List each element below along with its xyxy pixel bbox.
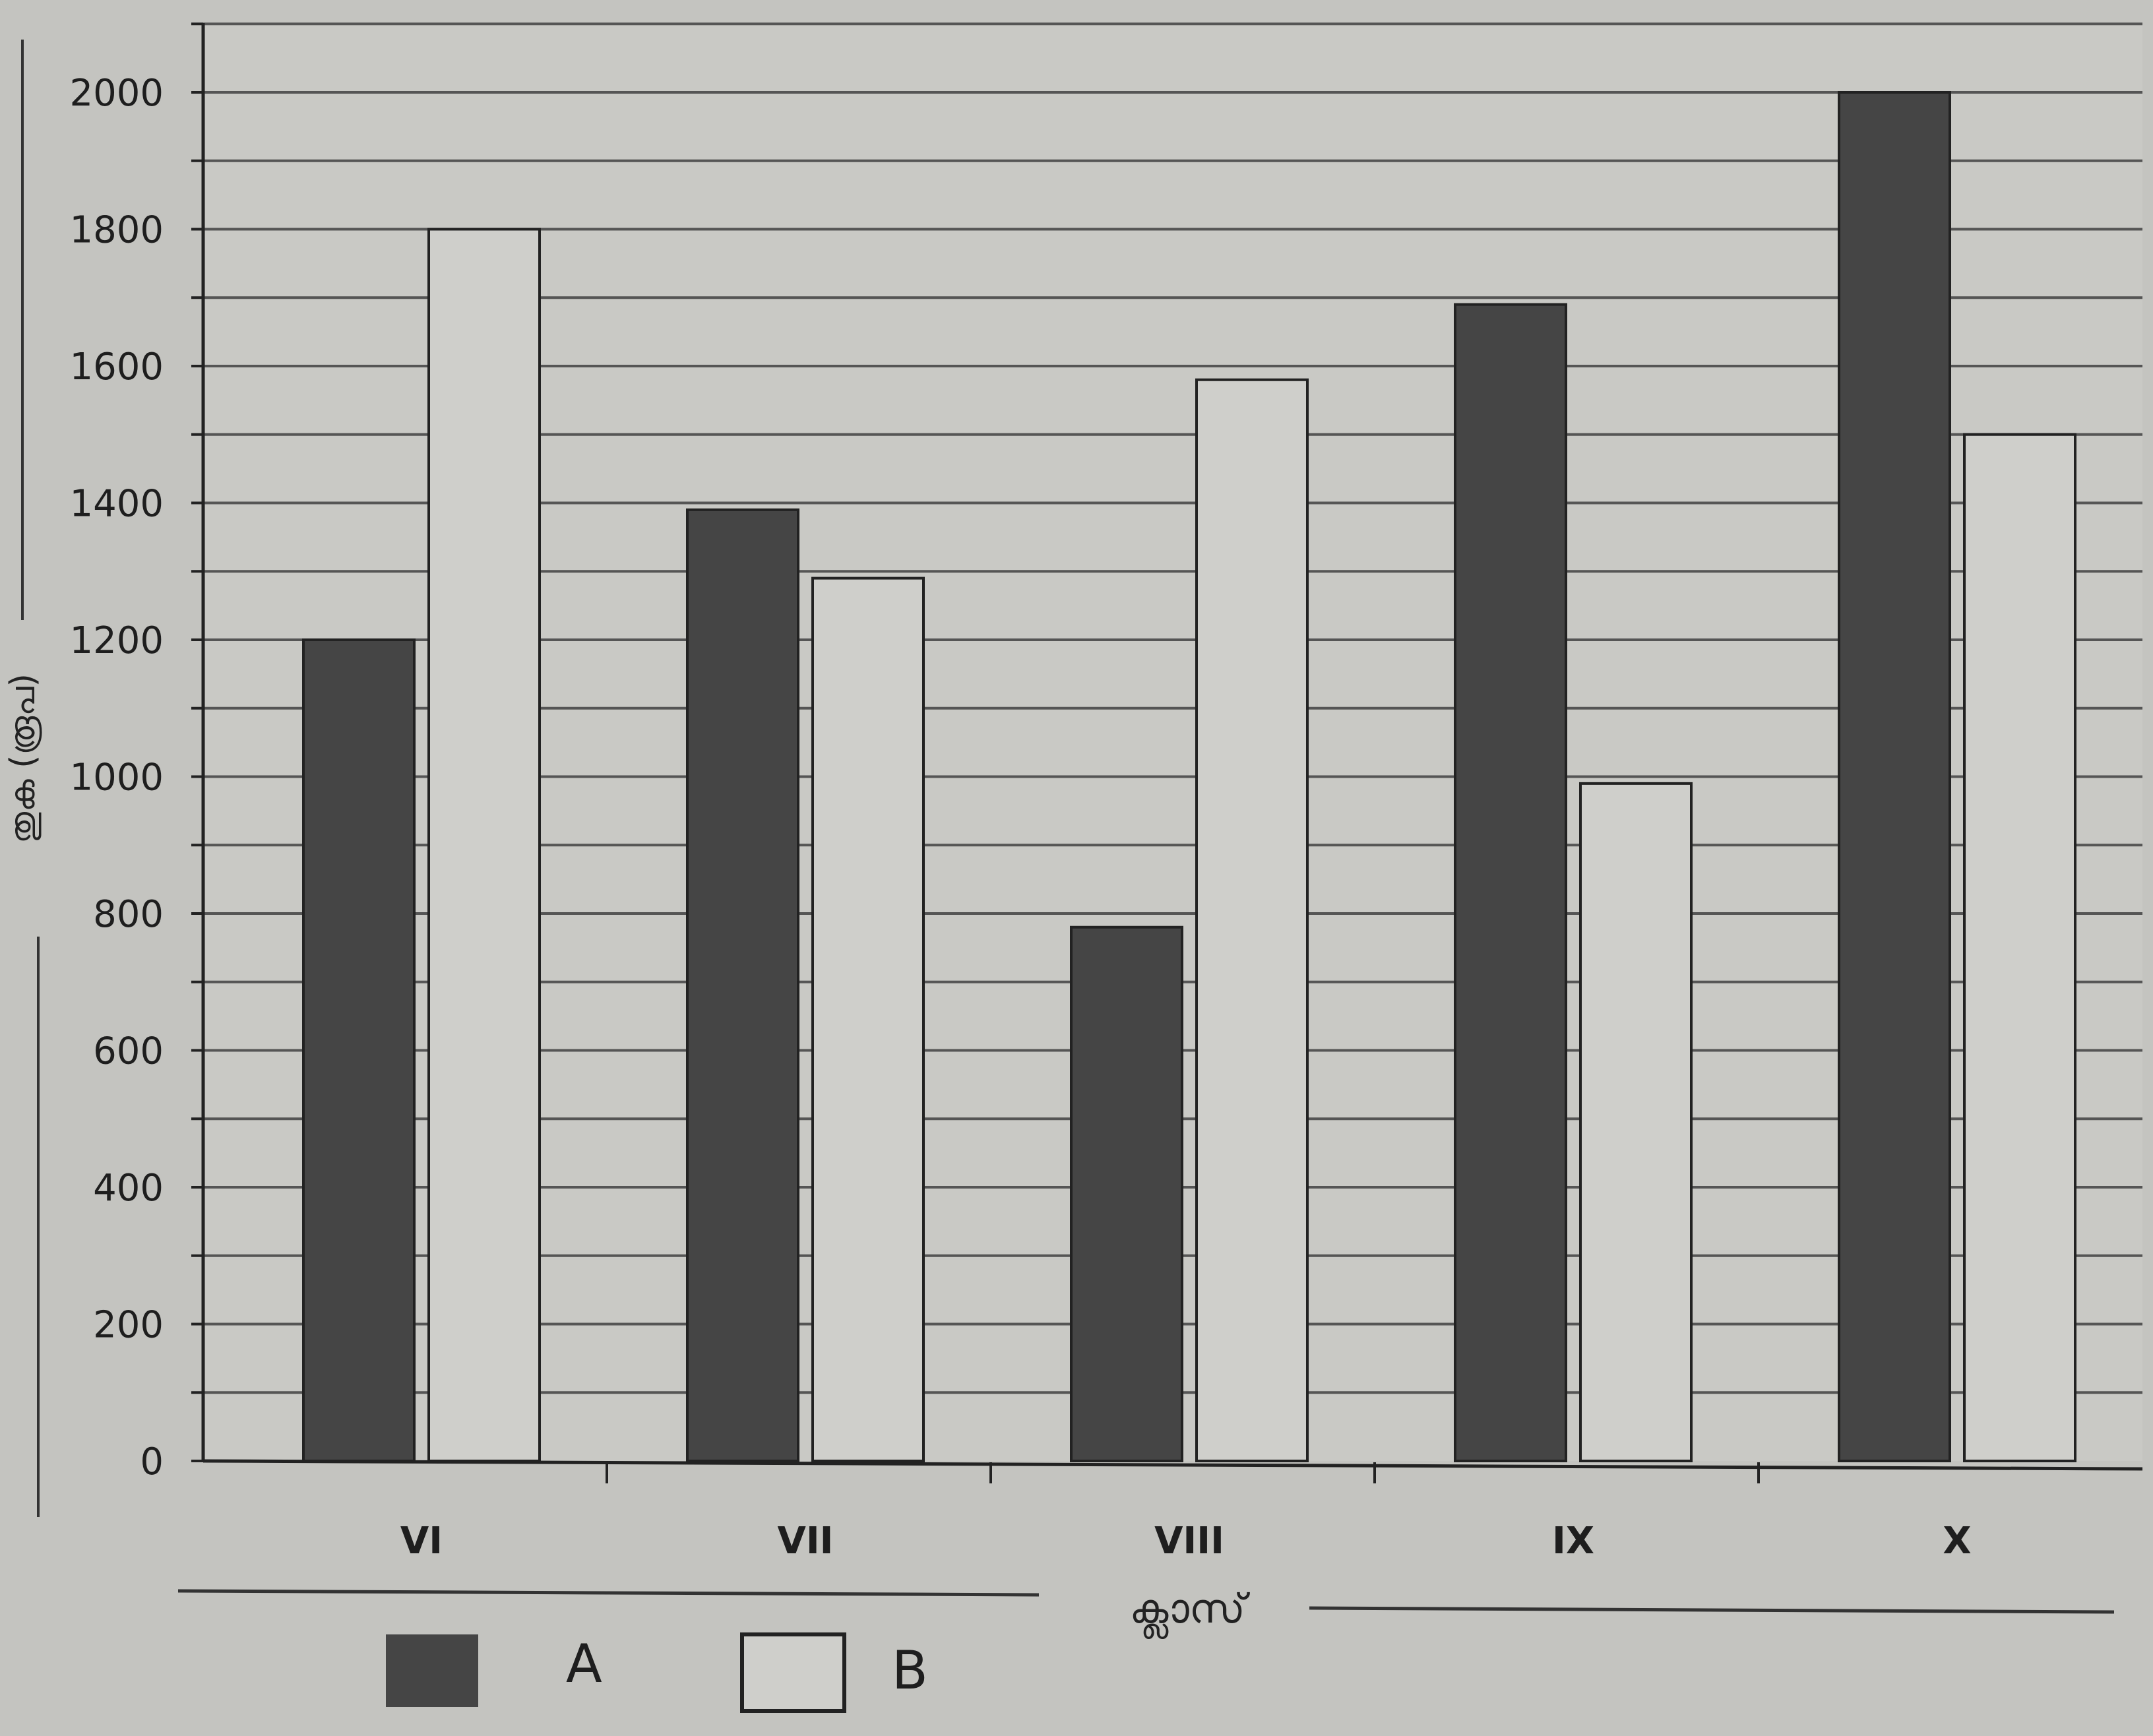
y-tick-label: 1400	[69, 483, 164, 526]
bar-a-x	[1838, 91, 1951, 1462]
y-axis-label: തുക (രൂപ)	[3, 673, 43, 844]
bar-b-ix	[1579, 782, 1693, 1462]
y-tick-label: 1800	[69, 209, 164, 252]
y-tick-label: 600	[93, 1030, 164, 1073]
y-tick-label: 2000	[69, 72, 164, 115]
bar-b-viii	[1195, 378, 1309, 1462]
bar-b-vii	[811, 576, 925, 1462]
x-axis-label: ക്ലാസ്	[1129, 1584, 1250, 1639]
x-axis-label-line-left	[177, 1589, 1040, 1597]
x-tick-label: VI	[400, 1520, 443, 1563]
legend-swatch-a	[386, 1634, 478, 1707]
legend-label-b: B	[892, 1640, 928, 1701]
bar-a-ix	[1454, 303, 1567, 1462]
bar-a-viii	[1070, 925, 1183, 1462]
x-tick-label: X	[1943, 1520, 1971, 1563]
y-tick-label: 1200	[69, 619, 164, 662]
y-tick-label: 400	[93, 1167, 164, 1210]
y-tick-label: 800	[93, 893, 164, 936]
bar-a-vii	[686, 508, 799, 1462]
y-tick-label: 1000	[69, 757, 164, 799]
legend-label-a: A	[566, 1633, 602, 1694]
legend-swatch-b	[740, 1632, 846, 1713]
bar-a-vi	[302, 638, 416, 1462]
x-tick-label: IX	[1552, 1520, 1594, 1563]
y-tick-label: 1600	[69, 346, 164, 388]
x-tick-label: VII	[777, 1520, 833, 1563]
x-tick-label: VIII	[1154, 1520, 1224, 1563]
y-tick-label: 200	[93, 1304, 164, 1347]
bar-b-x	[1963, 433, 2076, 1462]
y-axis: 0 200 400 600 800 1000 1200 1400 1600 1800 2000	[69, 22, 205, 1483]
y-tick-label: 0	[140, 1441, 164, 1483]
bar-b-vi	[427, 228, 541, 1462]
x-axis-label-line-right	[1309, 1606, 2115, 1614]
bars	[302, 91, 2076, 1462]
